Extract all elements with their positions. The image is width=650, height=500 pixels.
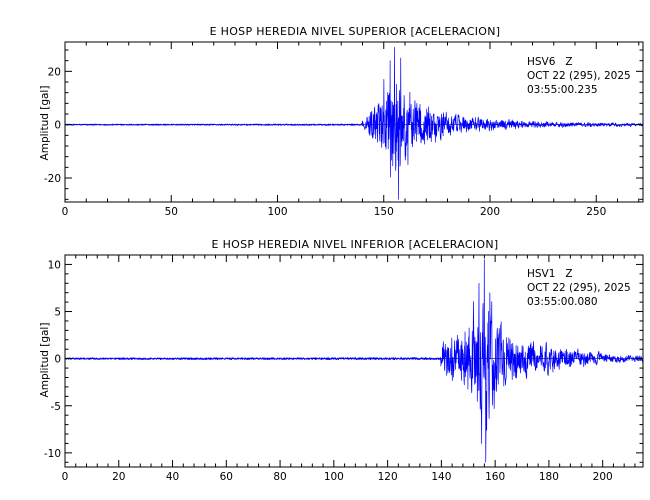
lower-x-tick-label: 40 [166,471,179,483]
lower-y-axis-label: Amplitud [gal] [39,323,51,398]
upper-x-tick-label: 150 [374,206,394,218]
upper-y-axis-label: Amplitud [gal] [39,86,51,161]
lower-plot-frame [64,254,644,468]
lower-y-tick-label: 0 [54,354,61,366]
lower-x-tick-label: 200 [593,471,613,483]
upper-date: OCT 22 (295), 2025 [527,70,631,82]
lower-y-tick-label: -5 [51,401,61,413]
lower-x-tick-label: 100 [324,471,344,483]
lower-panel: E HOSP HEREDIA NIVEL INFERIOR [ACELERACI… [39,238,644,483]
upper-y-tick-label: 0 [54,120,61,132]
lower-time: 03:55:00.080 [527,296,598,308]
lower-x-tick-label: 160 [485,471,505,483]
lower-x-tick-label: 140 [431,471,451,483]
lower-date: OCT 22 (295), 2025 [527,282,631,294]
lower-y-tick-label: 5 [54,307,61,319]
lower-station-code: HSV1 Z [527,268,573,280]
upper-panel: E HOSP HEREDIA NIVEL SUPERIOR [ACELERACI… [39,25,644,218]
lower-x-tick-label: 120 [378,471,398,483]
lower-plot-area: 0 20 40 60 80 100 120 140 160 180 200 -10 -5 0 5 10 [44,254,644,483]
lower-x-tick-label: 0 [62,471,69,483]
upper-station-code: HSV6 Z [527,56,573,68]
upper-x-tick-label: 200 [480,206,500,218]
upper-x-tick-label: 100 [267,206,287,218]
upper-x-tick-label: 0 [62,206,69,218]
lower-panel-title: E HOSP HEREDIA NIVEL INFERIOR [ACELERACI… [212,238,499,251]
upper-panel-title: E HOSP HEREDIA NIVEL SUPERIOR [ACELERACI… [210,25,501,38]
lower-x-tick-label: 80 [273,471,286,483]
lower-y-tick-label: 10 [48,259,61,271]
upper-waveform-series [64,46,644,200]
upper-x-tick-label: 50 [165,206,178,218]
upper-annotation: HSV6 Z OCT 22 (295), 2025 03:55:00.235 [527,56,631,96]
lower-annotation: HSV1 Z OCT 22 (295), 2025 03:55:00.080 [527,268,631,308]
lower-y-tick-label: -10 [44,448,61,460]
lower-waveform-series [64,259,644,463]
lower-x-tick-label: 20 [112,471,125,483]
upper-x-tick-label: 250 [586,206,606,218]
upper-y-tick-label: 20 [48,66,61,78]
lower-x-tick-label: 60 [220,471,233,483]
upper-time: 03:55:00.235 [527,84,598,96]
upper-plot-frame [64,41,644,203]
lower-x-tick-label: 180 [539,471,559,483]
upper-y-tick-label: -20 [44,173,61,185]
upper-plot-area: 0 50 100 150 200 250 -20 0 20 [44,41,644,218]
